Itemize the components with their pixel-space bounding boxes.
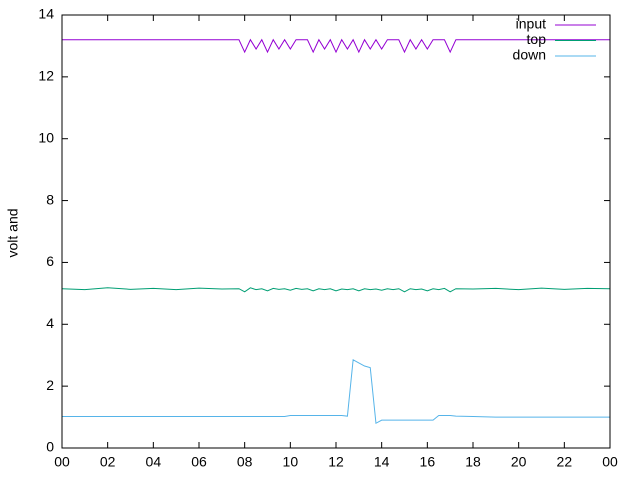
x-tick-label: 10 — [283, 454, 299, 470]
plot-border — [61, 14, 611, 449]
series-line — [62, 359, 610, 425]
series-line — [61, 287, 611, 293]
x-tick-label: 14 — [374, 454, 390, 470]
y-tick-label: 8 — [46, 191, 54, 207]
x-tick-label: 00 — [602, 454, 618, 470]
y-tick-label: 4 — [46, 315, 54, 331]
y-axis-label: volt and — [5, 208, 21, 257]
legend-label: down — [513, 47, 546, 63]
y-tick-label: 6 — [46, 253, 54, 269]
x-tick-label: 12 — [328, 454, 344, 470]
x-tick-label: 00 — [54, 454, 70, 470]
y-tick-label: 14 — [38, 6, 54, 22]
x-tick-label: 04 — [146, 454, 162, 470]
legend-label: input — [516, 16, 546, 32]
x-tick-label: 20 — [511, 454, 527, 470]
x-tick-label: 08 — [237, 454, 253, 470]
series-line — [62, 38, 610, 54]
y-tick-label: 12 — [38, 68, 54, 84]
x-tick-label: 06 — [191, 454, 207, 470]
x-tick-label: 18 — [465, 454, 481, 470]
x-tick-label: 22 — [557, 454, 573, 470]
x-tick-label: 16 — [420, 454, 436, 470]
legend-label: top — [527, 31, 547, 47]
y-tick-label: 10 — [38, 129, 54, 145]
y-tick-label: 2 — [46, 377, 54, 393]
x-tick-label: 02 — [100, 454, 116, 470]
y-tick-label: 0 — [46, 439, 54, 455]
